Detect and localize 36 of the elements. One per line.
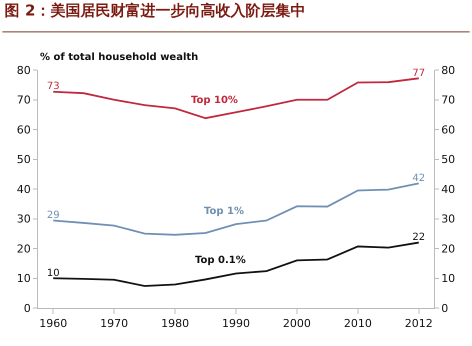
y-tick-label: 0 xyxy=(24,302,31,315)
y2-tick-label: 80 xyxy=(441,64,456,77)
y-tick-label: 30 xyxy=(16,212,31,226)
data-label: 77 xyxy=(412,68,426,79)
data-label: 29 xyxy=(46,210,60,222)
y2-tick-label: 70 xyxy=(441,94,456,107)
data-label: 42 xyxy=(412,172,426,184)
x-tick-label: 1990 xyxy=(222,317,250,330)
y2-tick-label: 40 xyxy=(441,182,456,196)
y2-tick-label: 0 xyxy=(441,302,448,315)
y-tick-label: 80 xyxy=(16,64,31,77)
y-tick-label: 20 xyxy=(16,242,31,256)
y-tick-label: 50 xyxy=(16,153,31,166)
x-tick-label: 2012 xyxy=(404,317,433,330)
x-tick-label: 2010 xyxy=(344,317,372,330)
y2-tick-label: 60 xyxy=(441,123,456,136)
y-tick-label: 70 xyxy=(16,94,31,107)
y2-tick-label: 20 xyxy=(441,242,456,256)
x-tick-label: 1980 xyxy=(161,317,190,330)
y-tick-label: 10 xyxy=(16,272,31,286)
y-axis-title: % of total household wealth xyxy=(40,52,198,63)
series-label: Top 1% xyxy=(204,206,244,217)
data-label: 22 xyxy=(412,232,426,244)
y2-tick-label: 50 xyxy=(441,153,456,166)
series-label: Top 10% xyxy=(191,95,238,106)
y2-tick-label: 10 xyxy=(441,272,456,286)
chart-title: 图 2：美国居民财富进一步向高收入阶层集中 xyxy=(4,2,306,20)
x-tick-label: 2000 xyxy=(282,317,311,330)
y-tick-label: 40 xyxy=(16,182,31,196)
data-label: 73 xyxy=(46,81,60,92)
y-tick-label: 60 xyxy=(16,123,31,136)
data-label: 10 xyxy=(46,268,60,279)
x-tick-label: 1960 xyxy=(39,317,68,330)
series-label: Top 0.1% xyxy=(195,255,246,266)
x-tick-label: 1970 xyxy=(100,317,128,330)
y2-tick-label: 30 xyxy=(441,212,456,226)
